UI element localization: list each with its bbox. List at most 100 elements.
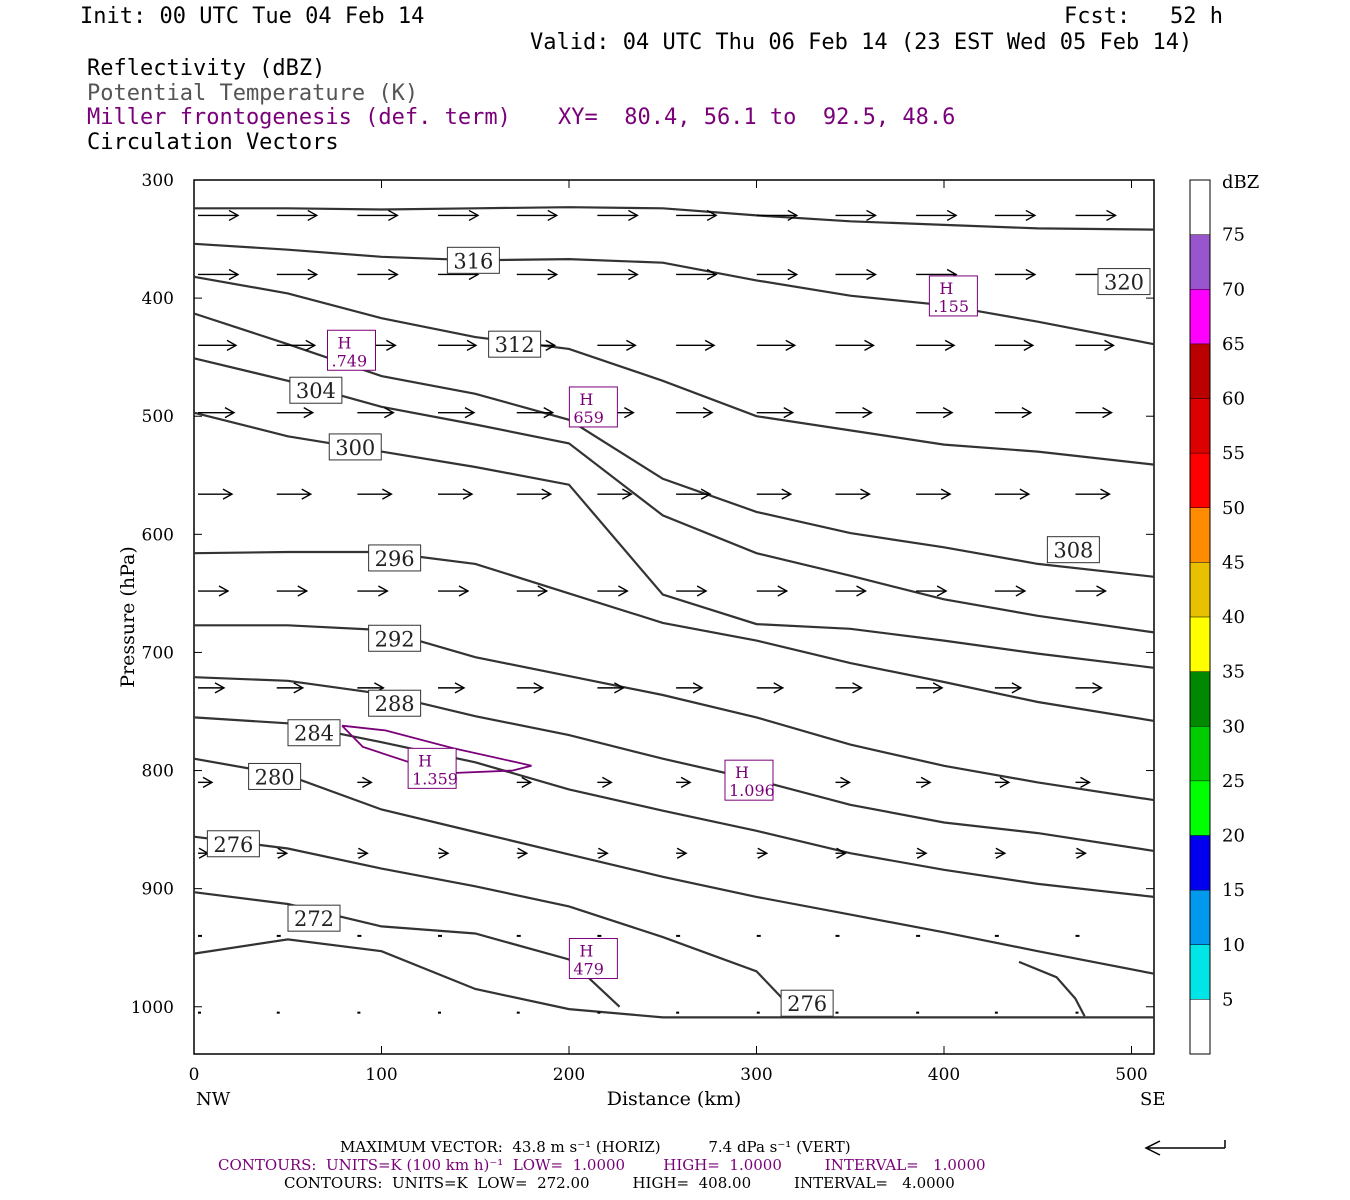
vector-arrowhead [202,776,214,788]
contour-label-box [488,330,542,358]
y-tick-label: 300 [142,171,174,191]
fronto-max-box [407,747,457,789]
max-vector-info: MAXIMUM VECTOR: 43.8 m s⁻¹ (HORIZ) 7.4 d… [340,1138,851,1156]
contour-label-box [780,989,834,1017]
colorbar-unit: dBZ [1222,172,1259,193]
theta-contour-line [193,757,1155,975]
colorbar-segment [1190,944,1210,1000]
vector-arrowhead [277,847,289,859]
y-tick-label: 1000 [131,998,174,1018]
theta-contour-line [193,357,1155,634]
vector-arrowhead [1080,776,1091,788]
contour-label-box [289,376,343,404]
x-tick-label: 200 [553,1065,585,1085]
contour-label-box [248,762,302,790]
contour-label-box [287,904,341,932]
contour-label: 276 [213,833,253,857]
vector-arrowhead [378,585,389,597]
contour-label: 308 [1053,539,1093,563]
colorbar-segment [1190,343,1210,399]
vector-arrowhead [866,209,877,222]
vector-arrowhead [840,776,851,788]
fronto-max-marker: H [579,942,593,961]
vector-arrowhead [468,209,480,222]
vector-arrowhead [458,585,470,597]
x-right-endpoint: SE [1140,1089,1165,1110]
vector-arrowhead [836,847,847,859]
x-tick-label: 500 [1115,1065,1147,1085]
theta-contour-line [193,550,1155,722]
vector-arrowhead [297,585,309,597]
vector-arrowhead [517,847,529,859]
colorbar-tick-label: 10 [1222,935,1245,956]
contour-label: 272 [294,907,334,931]
vector-arrowhead [388,268,399,281]
vector-arrowhead [862,407,873,419]
colorbar-tick-label: 60 [1222,389,1245,410]
vector-arrowhead [704,339,716,351]
fronto-max-marker: H [939,279,953,298]
fronto-max-value: 1.359 [412,769,458,788]
vector-arrowhead [626,339,637,351]
theta-contour-line [193,275,1155,466]
vector-arrowhead [545,339,557,351]
y-tick-label: 500 [142,407,174,427]
vector-arrowhead [388,209,399,222]
theta-contour-line [194,206,1155,231]
vector-arrowhead [783,407,795,419]
vector-arrowhead [1104,339,1115,351]
forecast-hour: Fcst: 52 h [1064,4,1223,29]
contour-label-box [446,246,500,274]
vector-arrowhead [622,488,633,500]
vector-arrowhead [214,682,226,694]
colorbar-segment [1190,671,1210,727]
x-axis-label: Distance (km) [607,1088,742,1110]
vector-arrowhead [628,268,639,281]
vector-arrowhead [995,847,1007,859]
reference-vector [1144,1140,1226,1156]
contour-label: 316 [453,249,493,273]
colorbar-tick-label: 70 [1222,279,1245,300]
plot-frame [193,179,1155,1055]
colorbar-segment [1190,780,1210,836]
vector-arrowhead [537,585,549,597]
colorbar-segment [1190,835,1210,891]
colorbar-tick-label: 50 [1222,498,1245,519]
y-tick-label: 700 [142,643,174,663]
vector-arrowhead [916,847,928,859]
field-reflectivity: Reflectivity (dBZ) [87,56,326,81]
colorbar-segment [1190,999,1210,1054]
colorbar-tick-label: 25 [1222,771,1245,792]
theta-contour-line [193,835,792,1008]
vector-arrowhead [696,585,708,597]
colorbar-tick-label: 45 [1222,552,1245,573]
vector-arrowhead [781,488,793,500]
vector-arrowhead [222,488,234,500]
vector-arrowhead [466,339,478,351]
colorbar-segment [1190,180,1210,235]
vector-arrowhead [218,585,230,597]
colorbar-tick-label: 20 [1222,826,1245,847]
theta-contour-line [193,676,1155,852]
vector-arrowhead [1106,209,1117,222]
colorbar-tick-label: 35 [1222,662,1245,683]
contour-label: 288 [375,692,415,716]
vector-arrowhead [547,268,559,281]
colorbar-segment [1190,398,1210,454]
init-time: Init: 00 UTC Tue 04 Feb 14 [80,4,425,29]
contour-label: 292 [375,627,415,651]
contour-label: 320 [1104,271,1144,295]
vector-arrowhead [547,209,559,222]
vector-arrowhead [856,585,867,597]
vector-arrowhead [702,407,714,419]
vector-arrowhead [946,209,958,222]
vector-arrowhead [598,847,609,859]
x-tick-label: 300 [740,1065,772,1085]
vector-arrowhead [543,407,555,419]
contour-label-box [1046,536,1100,564]
theta-contour-line [194,624,1155,802]
vector-arrowhead [301,488,313,500]
y-axis-label: Pressure (hPa) [117,546,139,688]
valid-time: Valid: 04 UTC Thu 06 Feb 14 (23 EST Wed … [530,30,1193,55]
